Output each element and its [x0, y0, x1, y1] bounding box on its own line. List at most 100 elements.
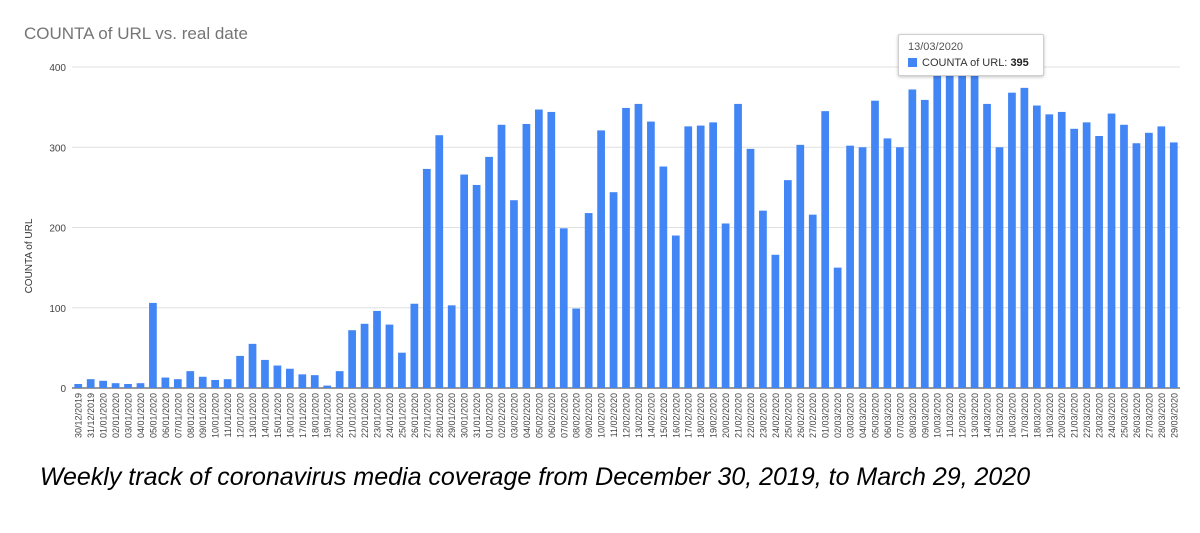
- bar[interactable]: [647, 121, 655, 388]
- bar[interactable]: [547, 111, 556, 388]
- x-tick-label: 17/02/2020: [684, 393, 694, 438]
- bar[interactable]: [734, 103, 742, 388]
- bar[interactable]: [920, 99, 929, 388]
- bar[interactable]: [659, 166, 668, 388]
- bar[interactable]: [497, 124, 506, 388]
- bar[interactable]: [211, 379, 220, 388]
- bar[interactable]: [746, 148, 755, 388]
- bar[interactable]: [846, 145, 854, 388]
- bar[interactable]: [348, 330, 356, 388]
- bar[interactable]: [995, 147, 1004, 388]
- bar[interactable]: [1032, 105, 1041, 389]
- bar[interactable]: [186, 371, 195, 388]
- bar[interactable]: [510, 200, 518, 388]
- bar[interactable]: [410, 303, 419, 388]
- bar[interactable]: [124, 383, 132, 388]
- bar[interactable]: [796, 144, 805, 388]
- bar[interactable]: [86, 379, 95, 388]
- bar[interactable]: [634, 103, 643, 388]
- bar[interactable]: [522, 123, 531, 388]
- bar[interactable]: [236, 355, 244, 388]
- bar[interactable]: [1145, 132, 1153, 388]
- bar[interactable]: [198, 376, 207, 388]
- bar[interactable]: [472, 184, 481, 388]
- bar[interactable]: [759, 210, 767, 388]
- x-tick-label: 10/01/2020: [211, 393, 221, 438]
- bar[interactable]: [1070, 128, 1079, 389]
- bar[interactable]: [398, 352, 406, 388]
- bar[interactable]: [783, 180, 792, 388]
- bar[interactable]: [970, 71, 979, 388]
- bar[interactable]: [1057, 111, 1066, 388]
- x-tick-label: 22/02/2020: [746, 393, 756, 438]
- bar[interactable]: [609, 192, 618, 388]
- bar[interactable]: [1107, 113, 1116, 389]
- bar[interactable]: [771, 254, 780, 388]
- bar[interactable]: [584, 213, 593, 388]
- bar[interactable]: [323, 385, 332, 388]
- x-tick-label: 05/01/2020: [148, 393, 158, 438]
- bar[interactable]: [1008, 92, 1016, 389]
- bar[interactable]: [435, 135, 444, 388]
- bar[interactable]: [485, 156, 493, 388]
- bar[interactable]: [821, 111, 830, 388]
- bar[interactable]: [447, 305, 456, 388]
- bar[interactable]: [460, 174, 469, 388]
- bar[interactable]: [808, 214, 817, 388]
- bar[interactable]: [335, 371, 344, 388]
- bar[interactable]: [1020, 87, 1029, 389]
- bar[interactable]: [1157, 126, 1166, 388]
- bar[interactable]: [1169, 142, 1178, 388]
- y-tick-label: 300: [49, 143, 66, 154]
- bar[interactable]: [298, 374, 307, 388]
- bar[interactable]: [871, 100, 879, 388]
- bar[interactable]: [958, 71, 966, 388]
- x-tick-label: 18/03/2020: [1032, 393, 1042, 438]
- bar[interactable]: [173, 379, 182, 388]
- x-tick-label: 28/01/2020: [435, 393, 445, 438]
- bar[interactable]: [1045, 114, 1054, 388]
- bar[interactable]: [858, 147, 867, 388]
- bar[interactable]: [534, 109, 543, 388]
- bar[interactable]: [111, 383, 120, 388]
- bar[interactable]: [1120, 124, 1128, 388]
- legend-swatch-icon: [908, 58, 917, 67]
- bar[interactable]: [261, 359, 269, 388]
- bar[interactable]: [360, 323, 369, 388]
- bar[interactable]: [149, 302, 157, 388]
- x-tick-label: 28/03/2020: [1157, 393, 1167, 438]
- bar[interactable]: [99, 380, 107, 388]
- bar[interactable]: [684, 126, 693, 388]
- bar[interactable]: [622, 107, 630, 389]
- bar[interactable]: [721, 223, 730, 388]
- bar[interactable]: [248, 343, 257, 388]
- bar[interactable]: [983, 103, 991, 388]
- bar[interactable]: [597, 130, 605, 388]
- bar[interactable]: [1082, 122, 1091, 388]
- bar[interactable]: [385, 324, 394, 388]
- bar[interactable]: [896, 147, 904, 388]
- bar[interactable]: [833, 267, 842, 388]
- bar[interactable]: [286, 368, 294, 388]
- bar[interactable]: [1132, 143, 1141, 388]
- bar[interactable]: [908, 89, 917, 388]
- bar[interactable]: [74, 383, 83, 388]
- bar[interactable]: [136, 383, 145, 388]
- bar[interactable]: [422, 168, 431, 388]
- bar[interactable]: [161, 377, 170, 388]
- bar[interactable]: [933, 71, 942, 388]
- bar[interactable]: [559, 228, 568, 388]
- bar[interactable]: [223, 379, 232, 388]
- bar[interactable]: [310, 375, 319, 388]
- bar[interactable]: [671, 235, 680, 388]
- bar[interactable]: [945, 71, 954, 388]
- bar[interactable]: [273, 365, 282, 388]
- bar[interactable]: [883, 138, 892, 388]
- bar[interactable]: [696, 125, 705, 389]
- bar[interactable]: [373, 310, 381, 388]
- bar[interactable]: [572, 308, 581, 388]
- x-tick-label: 26/03/2020: [1132, 393, 1142, 438]
- bar[interactable]: [709, 122, 718, 388]
- x-tick-label: 03/02/2020: [509, 393, 519, 438]
- bar[interactable]: [1095, 136, 1103, 388]
